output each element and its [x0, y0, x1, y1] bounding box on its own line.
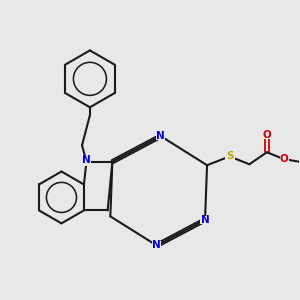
Text: N: N: [152, 241, 161, 250]
FancyBboxPatch shape: [82, 158, 91, 166]
FancyBboxPatch shape: [200, 216, 210, 224]
FancyBboxPatch shape: [156, 132, 166, 140]
Text: O: O: [262, 130, 271, 140]
Text: O: O: [280, 154, 289, 164]
FancyBboxPatch shape: [152, 241, 161, 250]
Text: N: N: [201, 215, 209, 225]
Text: N: N: [156, 131, 165, 141]
FancyBboxPatch shape: [262, 131, 271, 139]
Text: S: S: [226, 152, 234, 161]
Text: N: N: [82, 155, 91, 165]
FancyBboxPatch shape: [280, 155, 289, 163]
FancyBboxPatch shape: [225, 152, 235, 160]
